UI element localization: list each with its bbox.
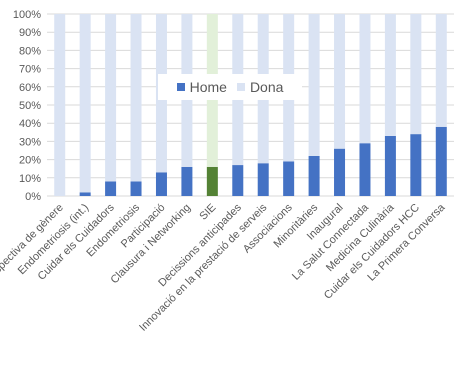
y-tick-label: 60% <box>19 82 41 94</box>
bar-home-10 <box>308 155 320 196</box>
bar-home-11 <box>334 148 346 196</box>
legend-item-home: Home <box>176 79 227 95</box>
bar-dona-15 <box>435 14 447 127</box>
bar-home-9 <box>283 161 295 196</box>
bar-dona-3 <box>130 14 142 182</box>
bar-home-15 <box>435 126 447 196</box>
legend-label-home: Home <box>189 79 227 95</box>
y-tick-label: 30% <box>19 136 41 148</box>
y-tick-label: 10% <box>19 173 41 185</box>
y-tick-label: 70% <box>19 64 41 76</box>
y-tick-label: 50% <box>19 100 41 112</box>
bar-dona-11 <box>334 14 346 149</box>
y-tick-label: 90% <box>19 27 41 39</box>
bar-home-2 <box>105 181 117 196</box>
bar-dona-14 <box>410 14 422 135</box>
legend-swatch-dona <box>236 83 245 91</box>
bar-dona-13 <box>384 14 396 136</box>
bar-home-1 <box>79 192 91 196</box>
legend: Home Dona <box>158 74 302 100</box>
bar-home-12 <box>359 143 371 196</box>
bar-dona-0 <box>54 14 66 196</box>
y-axis-ticks: 0% 10% 20% 30% 40% 50% 60% 70% 80% 90% 100% <box>13 9 41 203</box>
y-tick-label: 40% <box>19 118 41 130</box>
bar-home-7 <box>232 165 244 196</box>
legend-swatch-home <box>176 83 185 91</box>
bar-home-13 <box>384 135 396 196</box>
y-tick-label: 20% <box>19 155 41 167</box>
y-tick-label: 0% <box>25 191 41 203</box>
legend-item-dona: Dona <box>236 79 284 95</box>
bar-dona-10 <box>308 14 320 156</box>
bar-home-3 <box>130 181 142 196</box>
bar-home-4 <box>155 172 167 196</box>
bar-dona-1 <box>79 14 91 193</box>
bar-dona-2 <box>105 14 117 182</box>
x-category-label: SIE <box>197 202 218 223</box>
bar-home-6 <box>206 166 218 196</box>
y-tick-label: 80% <box>19 45 41 57</box>
bar-home-8 <box>257 163 269 196</box>
y-tick-label: 100% <box>13 9 41 21</box>
bar-dona-12 <box>359 14 371 144</box>
legend-label-dona: Dona <box>249 79 284 95</box>
bar-home-5 <box>181 166 193 196</box>
bar-home-14 <box>410 134 422 196</box>
